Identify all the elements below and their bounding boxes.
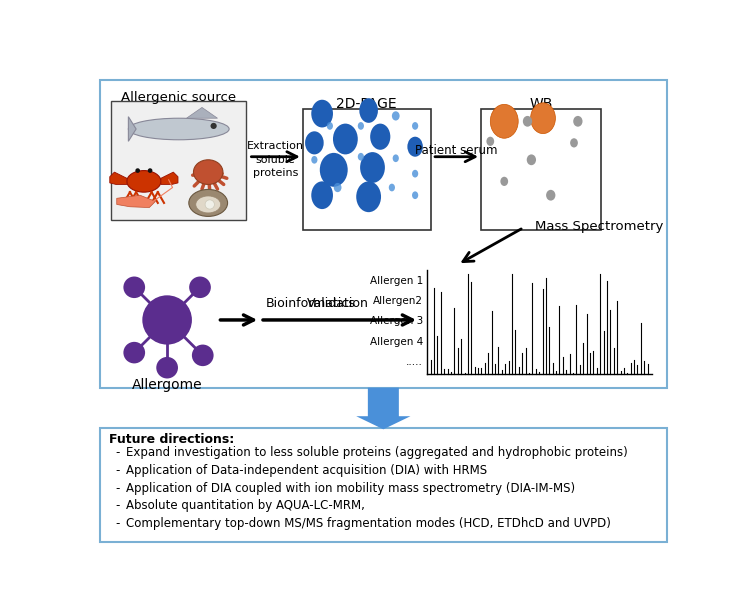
- Ellipse shape: [573, 116, 583, 127]
- Ellipse shape: [527, 154, 536, 165]
- Text: -: -: [115, 464, 120, 477]
- Ellipse shape: [530, 103, 556, 134]
- Ellipse shape: [311, 181, 333, 209]
- Ellipse shape: [127, 170, 161, 192]
- Polygon shape: [186, 107, 218, 118]
- Bar: [99, 80, 667, 387]
- Text: -: -: [115, 446, 120, 459]
- Text: Validation: Validation: [307, 297, 369, 310]
- Bar: [111, 101, 246, 220]
- Text: Allergen 3: Allergen 3: [370, 316, 423, 327]
- Polygon shape: [161, 172, 178, 185]
- Text: Patient serum: Patient serum: [415, 145, 497, 158]
- Ellipse shape: [196, 196, 221, 213]
- Circle shape: [148, 169, 153, 173]
- Text: Absolute quantitation by AQUA-LC-MRM,: Absolute quantitation by AQUA-LC-MRM,: [126, 500, 365, 512]
- Ellipse shape: [370, 124, 390, 150]
- Ellipse shape: [320, 153, 348, 187]
- Circle shape: [123, 276, 145, 298]
- Circle shape: [135, 169, 140, 173]
- Ellipse shape: [412, 122, 418, 130]
- Ellipse shape: [490, 104, 518, 139]
- Circle shape: [192, 345, 214, 366]
- Ellipse shape: [408, 137, 423, 157]
- Ellipse shape: [311, 100, 333, 128]
- Text: Mass Spectrometry: Mass Spectrometry: [536, 219, 663, 232]
- Bar: [303, 109, 431, 230]
- Ellipse shape: [358, 122, 364, 130]
- Ellipse shape: [546, 190, 556, 200]
- Bar: [99, 428, 667, 542]
- Polygon shape: [117, 195, 156, 208]
- Circle shape: [123, 342, 145, 364]
- Text: Allergome: Allergome: [132, 378, 203, 392]
- Ellipse shape: [500, 177, 508, 186]
- Ellipse shape: [333, 124, 358, 154]
- Ellipse shape: [356, 181, 381, 212]
- Polygon shape: [356, 387, 411, 429]
- Ellipse shape: [311, 156, 317, 164]
- Ellipse shape: [412, 191, 418, 199]
- Text: Allergen 1: Allergen 1: [370, 276, 423, 286]
- Text: WB: WB: [530, 97, 553, 111]
- Ellipse shape: [570, 139, 578, 148]
- Circle shape: [156, 357, 178, 378]
- Text: Application of Data-independent acquisition (DIA) with HRMS: Application of Data-independent acquisit…: [126, 464, 487, 477]
- Ellipse shape: [486, 137, 494, 146]
- Circle shape: [189, 276, 211, 298]
- Ellipse shape: [327, 122, 333, 130]
- Ellipse shape: [360, 152, 385, 183]
- Text: -: -: [115, 500, 120, 512]
- Ellipse shape: [393, 154, 399, 162]
- Ellipse shape: [392, 112, 399, 121]
- Text: Complementary top-down MS/MS fragmentation modes (HCD, ETDhcD and UVPD): Complementary top-down MS/MS fragmentati…: [126, 517, 611, 530]
- Text: Extraction
soluble
proteins: Extraction soluble proteins: [247, 142, 304, 178]
- Ellipse shape: [359, 98, 378, 123]
- Text: Future directions:: Future directions:: [109, 433, 234, 446]
- Ellipse shape: [358, 153, 364, 161]
- Text: Allergen2: Allergen2: [373, 297, 423, 306]
- Text: Bioinformatics: Bioinformatics: [266, 297, 355, 310]
- Polygon shape: [129, 116, 136, 142]
- Text: Application of DIA coupled with ion mobility mass spectrometry (DIA-IM-MS): Application of DIA coupled with ion mobi…: [126, 482, 575, 495]
- Ellipse shape: [389, 184, 395, 191]
- Ellipse shape: [188, 189, 227, 216]
- Ellipse shape: [129, 118, 229, 140]
- Text: Expand investigation to less soluble proteins (aggregated and hydrophobic protei: Expand investigation to less soluble pro…: [126, 446, 628, 459]
- Bar: [481, 109, 601, 230]
- Circle shape: [142, 295, 192, 345]
- Text: .....: .....: [406, 357, 423, 367]
- Circle shape: [210, 123, 217, 129]
- Ellipse shape: [334, 183, 342, 192]
- Circle shape: [205, 200, 215, 209]
- Text: Allergenic source: Allergenic source: [121, 91, 236, 104]
- Ellipse shape: [305, 131, 324, 154]
- Text: 2D-PAGE: 2D-PAGE: [337, 97, 397, 111]
- Text: Allergen 4: Allergen 4: [370, 337, 423, 346]
- Ellipse shape: [412, 170, 418, 178]
- Ellipse shape: [523, 116, 532, 127]
- Text: -: -: [115, 482, 120, 495]
- Ellipse shape: [194, 160, 223, 185]
- Polygon shape: [110, 172, 127, 185]
- Text: -: -: [115, 517, 120, 530]
